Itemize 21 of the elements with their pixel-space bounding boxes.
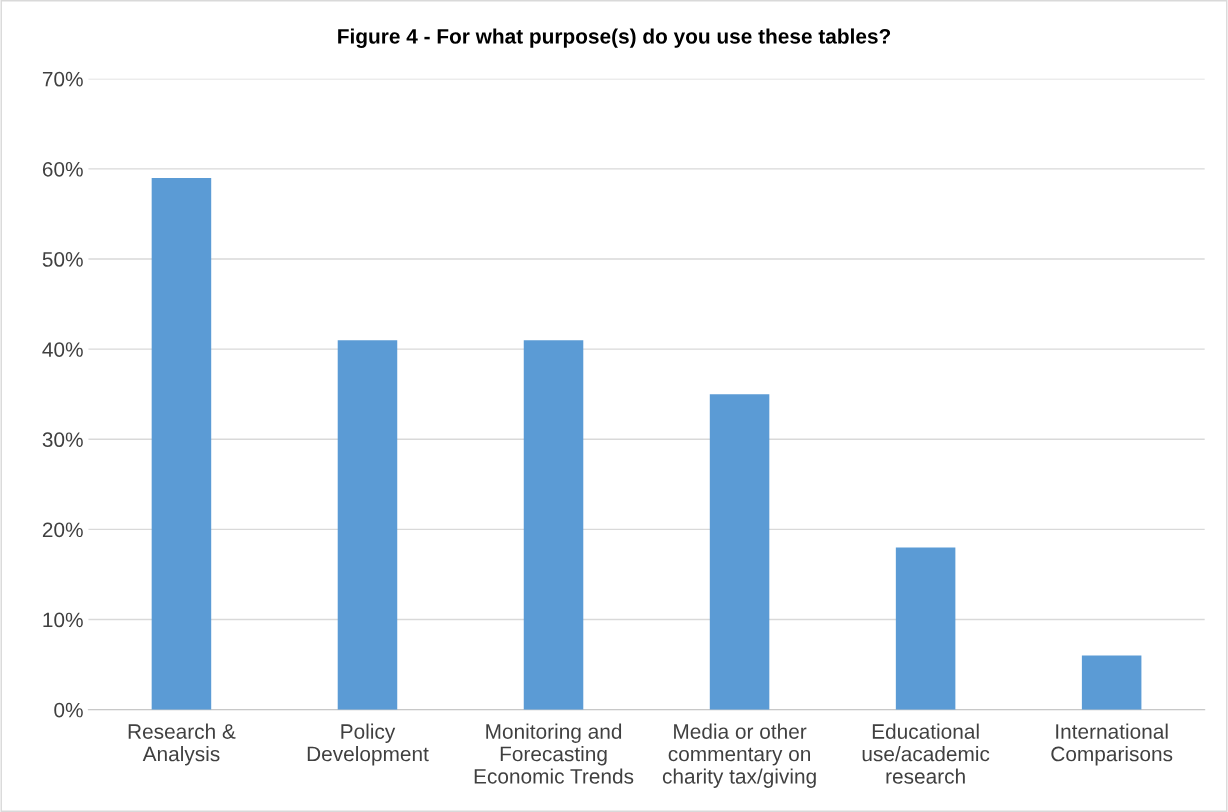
- bar: [337, 340, 398, 710]
- y-tick-label: 20%: [42, 522, 83, 538]
- bar: [523, 340, 584, 710]
- y-tick-label: 40%: [42, 342, 83, 357]
- y-tick-label: 30%: [42, 432, 83, 448]
- x-tick-label: Educational use/academic research: [862, 723, 990, 784]
- y-tick-label: 50%: [42, 252, 83, 267]
- x-tick-label: Research & Analysis: [128, 723, 236, 766]
- y-tick-label: 0%: [54, 702, 83, 718]
- x-tick-label: International Comparisons: [1051, 723, 1173, 766]
- bar: [709, 394, 770, 710]
- x-tick-label: Policy Development: [307, 723, 429, 766]
- bar: [151, 177, 212, 710]
- x-tick-label: Monitoring and Forecasting Economic Trends: [474, 723, 634, 784]
- y-tick-label: 60%: [42, 161, 83, 177]
- y-tick-label: 70%: [42, 71, 83, 87]
- y-tick-label: 10%: [43, 612, 83, 628]
- bar: [1081, 655, 1142, 710]
- bar: [895, 547, 956, 710]
- chart-title: Figure 4 - For what purpose(s) do you use these tables?: [338, 28, 891, 48]
- x-tick-label: Media or other commentary on charity tax/giving: [662, 723, 816, 788]
